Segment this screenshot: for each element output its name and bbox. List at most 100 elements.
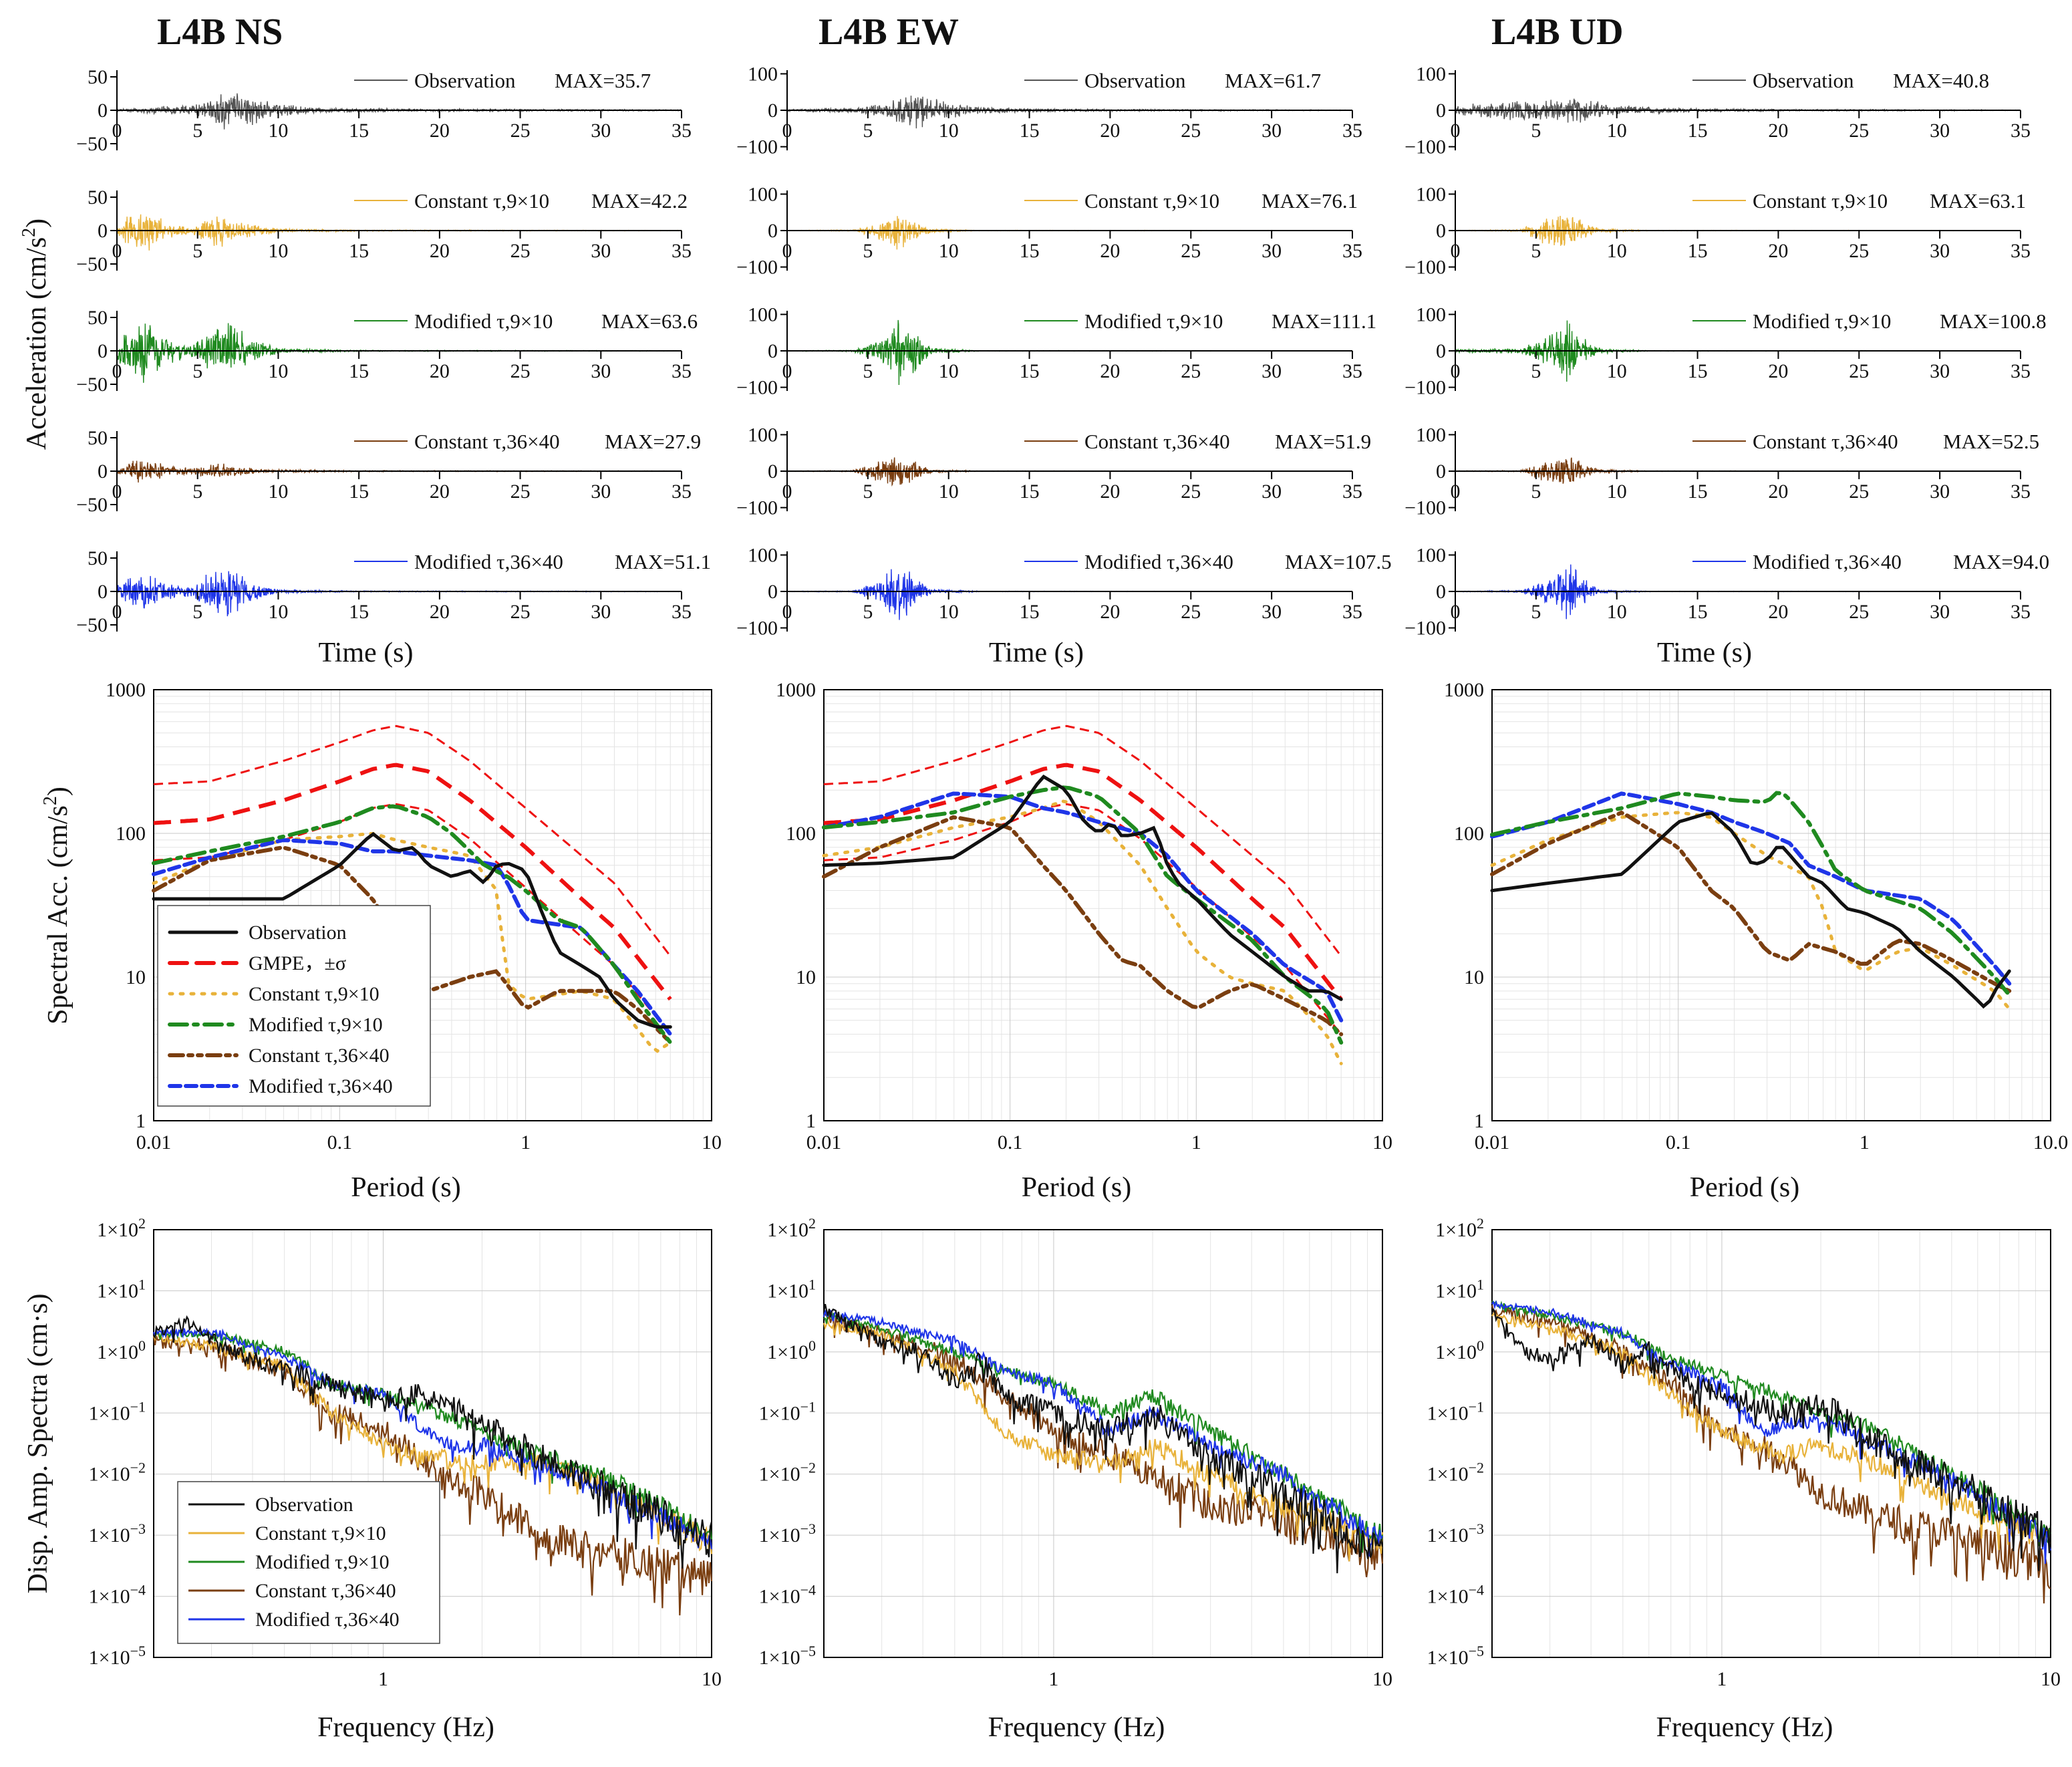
waveform-xtick-label: 10 bbox=[268, 240, 288, 262]
waveform-xtick-label: 0 bbox=[112, 601, 122, 623]
waveform-xtick-label: 0 bbox=[1451, 240, 1461, 262]
waveform-xtick-label: 15 bbox=[349, 481, 369, 503]
disp-ytick-label: 1×10−3 bbox=[89, 1520, 146, 1546]
waveform-max-label: MAX=107.5 bbox=[1285, 550, 1392, 573]
waveform-legend-label: Constant τ,9×10 bbox=[414, 189, 549, 213]
disp-legend-label: Observation bbox=[255, 1494, 353, 1516]
disp-legend: Observation Constant τ,9×10 Modified τ,9×1… bbox=[177, 1481, 440, 1644]
waveform-xtick-label: 30 bbox=[1262, 360, 1282, 382]
waveform-ytick-label: −50 bbox=[76, 253, 108, 275]
spectral-panel-ud: 0.01 0.1 1 10.0 1 10 100 1000 bbox=[1444, 679, 2068, 1153]
waveform-ytick-label: −100 bbox=[736, 377, 778, 399]
waveform-ytick-label: −100 bbox=[736, 497, 778, 519]
waveform-xtick-label: 25 bbox=[1181, 601, 1201, 623]
waveform-max-label: MAX=27.9 bbox=[605, 430, 701, 453]
waveform-xtick-label: 25 bbox=[1181, 240, 1201, 262]
waveform-ylabel: Acceleration (cm/s2) bbox=[19, 219, 52, 450]
waveform-ytick-label: −50 bbox=[76, 374, 108, 396]
waveform-ytick-label: 100 bbox=[1416, 183, 1446, 205]
waveform-xtick-label: 20 bbox=[1100, 601, 1120, 623]
waveform-xtick-label: 5 bbox=[863, 481, 873, 503]
waveform-xtick-label: 5 bbox=[1531, 120, 1541, 142]
waveform-ytick-label: 100 bbox=[1416, 303, 1446, 325]
waveform-xtick-label: 20 bbox=[1100, 360, 1120, 382]
spectral-xtick-label: 0.01 bbox=[1475, 1131, 1510, 1153]
waveform-xtick-label: 30 bbox=[1262, 601, 1282, 623]
waveform-xtick-label: 5 bbox=[863, 360, 873, 382]
waveform-xtick-label: 10 bbox=[1607, 120, 1627, 142]
spectral-gmpe-median bbox=[823, 763, 1343, 1001]
spectral-xtick-label: 0.1 bbox=[998, 1131, 1023, 1153]
spectral-frame bbox=[1491, 689, 2051, 1121]
panel-title-ew: L4B EW bbox=[819, 11, 959, 53]
waveform-xtick-label: 20 bbox=[1768, 240, 1788, 262]
disp-xtick-label: 10 bbox=[2041, 1668, 2061, 1690]
spectral-line-ew-c36 bbox=[822, 815, 1344, 1037]
waveform-ytick-label: 0 bbox=[768, 581, 778, 603]
waveform-xtick-label: 35 bbox=[2011, 360, 2031, 382]
waveform-legend-label: Modified τ,9×10 bbox=[414, 309, 553, 333]
spectral-line-ns-obs bbox=[152, 831, 672, 1029]
waveform-xtick-label: 15 bbox=[1688, 601, 1708, 623]
spectral-ytick-label: 10 bbox=[796, 966, 816, 988]
waveform-max-label: MAX=100.8 bbox=[1940, 309, 2047, 333]
waveform-xtick-label: 30 bbox=[1930, 120, 1950, 142]
waveform-legend-label: Observation bbox=[414, 69, 516, 92]
waveform-xtick-label: 35 bbox=[1342, 360, 1362, 382]
disp-line-ew-obs bbox=[823, 1304, 1384, 1574]
spectral-ytick-label: 1 bbox=[1474, 1110, 1484, 1132]
waveform-ytick-label: 0 bbox=[768, 220, 778, 242]
spectral-gmpe-lower bbox=[153, 803, 672, 1035]
spectral-line-ew-c9 bbox=[822, 799, 1343, 1065]
disp-xtick-label: 1 bbox=[1717, 1668, 1727, 1690]
waveform-xtick-label: 35 bbox=[1342, 481, 1362, 503]
waveform-xtick-label: 15 bbox=[1020, 481, 1040, 503]
waveform-xtick-label: 30 bbox=[1930, 240, 1950, 262]
spectral-ytick-label: 10 bbox=[1464, 966, 1484, 988]
disp-line-ud-c36 bbox=[1491, 1305, 2051, 1604]
waveform-legend-label: Observation bbox=[1753, 69, 1854, 92]
waveform-max-label: MAX=42.2 bbox=[591, 189, 688, 213]
waveform-xtick-label: 10 bbox=[1607, 481, 1627, 503]
disp-line-ns-obs bbox=[153, 1315, 713, 1569]
waveform-xtick-label: 30 bbox=[591, 481, 611, 503]
spectral-xtick-label: 0.01 bbox=[136, 1131, 172, 1153]
waveform-xtick-label: 15 bbox=[349, 601, 369, 623]
disp-ytick-label: 1×10−1 bbox=[1427, 1398, 1484, 1424]
waveform-ytick-label: −100 bbox=[736, 618, 778, 640]
spectral-xlabel-ew: Period (s) bbox=[1022, 1172, 1131, 1203]
spectral-frame bbox=[153, 689, 712, 1121]
spectral-xtick-label: 10 bbox=[1372, 1131, 1392, 1153]
waveform-max-label: MAX=35.7 bbox=[555, 69, 651, 92]
waveform-xtick-label: 30 bbox=[1262, 240, 1282, 262]
waveform-xtick-label: 35 bbox=[672, 481, 692, 503]
disp-ytick-label: 1×102 bbox=[767, 1215, 816, 1241]
spectral-frame bbox=[823, 689, 1383, 1121]
disp-ytick-label: 1×10−1 bbox=[89, 1398, 146, 1424]
waveform-ytick-label: 100 bbox=[748, 183, 778, 205]
waveform-xtick-label: 15 bbox=[1020, 601, 1040, 623]
disp-legend-label: Constant τ,9×10 bbox=[255, 1522, 386, 1544]
waveform-xtick-label: 20 bbox=[1768, 360, 1788, 382]
waveform-xtick-label: 15 bbox=[1688, 120, 1708, 142]
waveform-legend-label: Observation bbox=[1084, 69, 1186, 92]
waveform-ytick-label: 50 bbox=[88, 427, 108, 449]
waveform-xtick-label: 15 bbox=[1020, 120, 1040, 142]
spectral-gmpe-median bbox=[153, 763, 672, 1001]
waveform-xtick-label: 5 bbox=[192, 120, 202, 142]
waveform-xtick-label: 30 bbox=[1930, 601, 1950, 623]
waveform-legend-label: Constant τ,36×40 bbox=[1753, 430, 1898, 453]
waveform-xtick-label: 20 bbox=[1768, 601, 1788, 623]
waveform-ytick-label: −100 bbox=[1404, 377, 1446, 399]
waveform-ytick-label: 100 bbox=[748, 544, 778, 566]
waveform-ytick-label: 100 bbox=[1416, 63, 1446, 85]
disp-ytick-label: 1×10−3 bbox=[759, 1520, 816, 1546]
waveform-ytick-label: −50 bbox=[76, 614, 108, 636]
waveform-max-label: MAX=63.1 bbox=[1930, 189, 2026, 213]
